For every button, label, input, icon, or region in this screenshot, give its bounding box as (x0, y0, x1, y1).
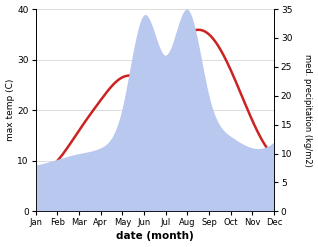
X-axis label: date (month): date (month) (116, 231, 194, 242)
Y-axis label: max temp (C): max temp (C) (5, 79, 15, 141)
Y-axis label: med. precipitation (kg/m2): med. precipitation (kg/m2) (303, 54, 313, 167)
